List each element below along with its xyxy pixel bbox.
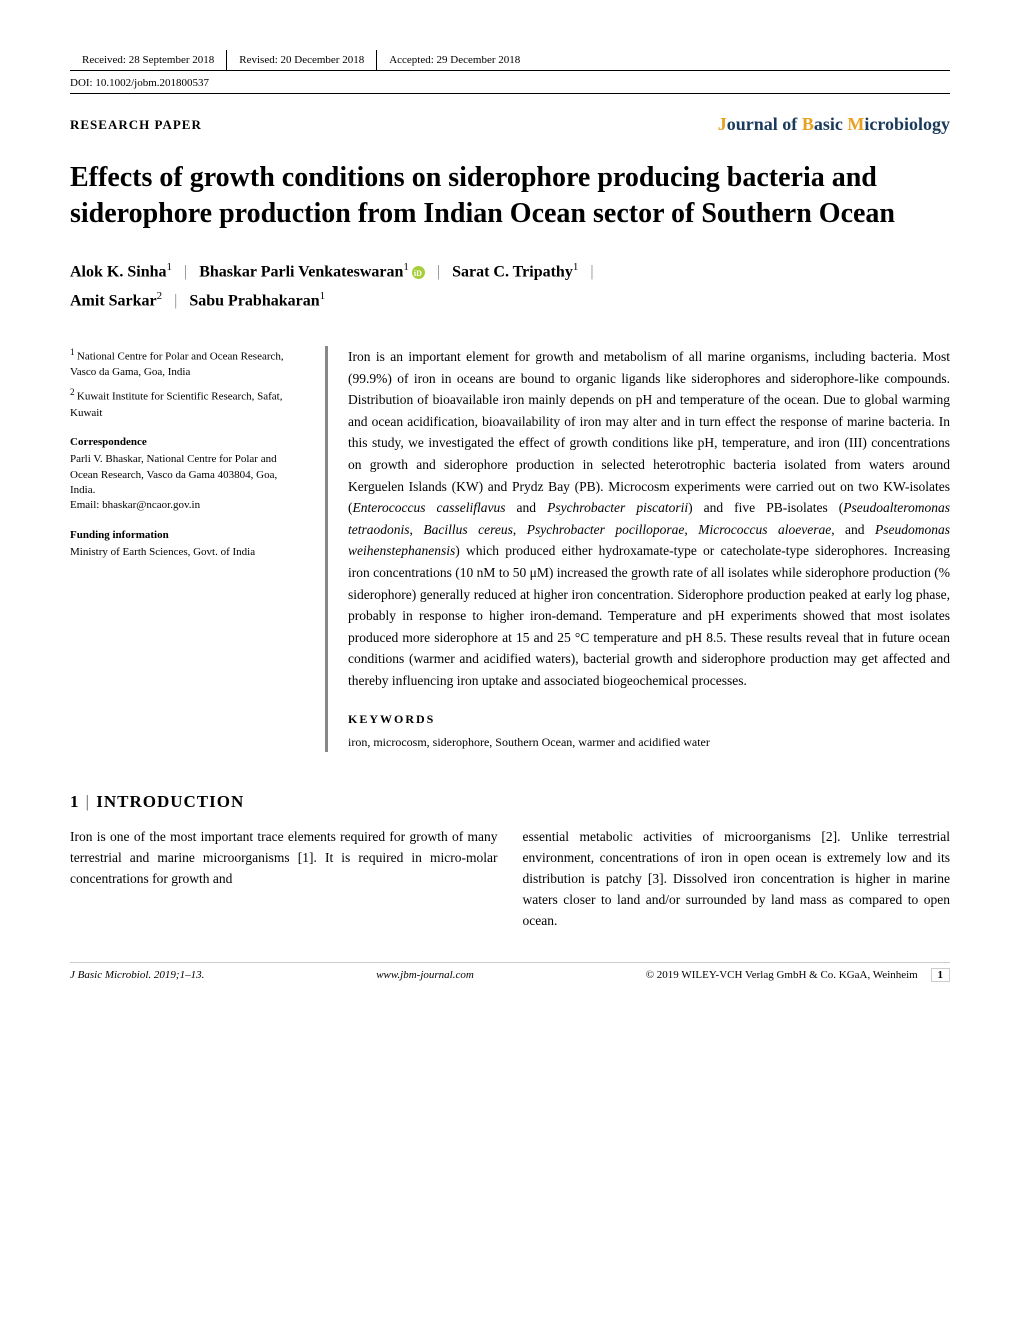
correspondence-email: Email: bhaskar@ncaor.gov.in [70, 498, 300, 513]
journal-logo-text1: ournal of [727, 114, 802, 134]
introduction-columns: Iron is one of the most important trace … [70, 827, 950, 932]
sidebar: 1 National Centre for Polar and Ocean Re… [70, 346, 300, 752]
affiliation-1: 1 National Centre for Polar and Ocean Re… [70, 346, 300, 380]
journal-logo-j: J [718, 114, 727, 134]
author-separator: | [590, 263, 593, 280]
author-3: Sarat C. Tripathy [452, 263, 573, 280]
affil-1-num: 1 [70, 347, 77, 357]
abstract-text: , [513, 522, 527, 537]
funding-heading: Funding information [70, 528, 300, 543]
section-title: INTRODUCTION [96, 792, 244, 811]
keywords-heading: KEYWORDS [348, 710, 950, 729]
author-5-affil: 1 [320, 290, 326, 302]
abstract-text: , [684, 522, 698, 537]
species-5: Psychrobacter pocilloporae [527, 522, 685, 537]
keywords-text: iron, microcosm, siderophore, Southern O… [348, 733, 950, 752]
manuscript-dates-bar: Received: 28 September 2018 Revised: 20 … [70, 50, 950, 71]
abstract: Iron is an important element for growth … [325, 346, 950, 752]
section-number: 1 [70, 792, 80, 811]
doi: DOI: 10.1002/jobm.201800537 [70, 73, 950, 94]
species-1: Enterococcus casseliflavus [353, 500, 506, 515]
abstract-text: ) and five PB-isolates ( [688, 500, 843, 515]
author-3-affil: 1 [573, 261, 579, 273]
species-4: Bacillus cereus [423, 522, 512, 537]
accepted-date: Accepted: 29 December 2018 [377, 50, 532, 70]
journal-logo-text2: asic [814, 114, 848, 134]
footer-citation: J Basic Microbiol. 2019;1–13. [70, 969, 204, 981]
author-1: Alok K. Sinha [70, 263, 166, 280]
received-date: Received: 28 September 2018 [70, 50, 227, 70]
author-4: Amit Sarkar [70, 292, 157, 309]
page-footer: J Basic Microbiol. 2019;1–13. www.jbm-jo… [70, 962, 950, 981]
abstract-text: Iron is an important element for growth … [348, 349, 950, 515]
journal-logo: Journal of Basic Microbiology [718, 114, 950, 135]
species-6: Micrococcus aloeverae [698, 522, 831, 537]
intro-col-2: essential metabolic activities of microo… [523, 827, 951, 932]
section-heading: 1 | INTRODUCTION [70, 792, 950, 812]
section-bar-icon: | [86, 792, 91, 811]
footer-url: www.jbm-journal.com [376, 969, 474, 981]
affil-2-text: Kuwait Institute for Scientific Research… [70, 391, 282, 418]
journal-logo-m: M [847, 114, 864, 134]
paper-type: RESEARCH PAPER [70, 117, 202, 133]
revised-date: Revised: 20 December 2018 [227, 50, 377, 70]
author-4-affil: 2 [157, 290, 163, 302]
header-row: RESEARCH PAPER Journal of Basic Microbio… [70, 114, 950, 135]
intro-col-1: Iron is one of the most important trace … [70, 827, 498, 932]
correspondence-heading: Correspondence [70, 435, 300, 450]
author-2-affil: 1 [403, 261, 409, 273]
author-separator: | [437, 263, 440, 280]
abstract-text: , and [831, 522, 875, 537]
author-separator: | [184, 263, 187, 280]
copyright-text: © 2019 WILEY-VCH Verlag GmbH & Co. KGaA,… [646, 969, 918, 981]
author-separator: | [174, 292, 177, 309]
journal-logo-b: B [802, 114, 814, 134]
main-content: 1 National Centre for Polar and Ocean Re… [70, 346, 950, 752]
author-5: Sabu Prabhakaran [189, 292, 319, 309]
authors-list: Alok K. Sinha1 | Bhaskar Parli Venkatesw… [70, 258, 950, 316]
funding-text: Ministry of Earth Sciences, Govt. of Ind… [70, 545, 300, 560]
orcid-icon[interactable] [412, 266, 425, 279]
abstract-text: and [506, 500, 548, 515]
author-2: Bhaskar Parli Venkateswaran [199, 263, 403, 280]
affil-2-num: 2 [70, 387, 77, 397]
footer-copyright: © 2019 WILEY-VCH Verlag GmbH & Co. KGaA,… [646, 969, 950, 981]
author-1-affil: 1 [166, 261, 172, 273]
affiliation-2: 2 Kuwait Institute for Scientific Resear… [70, 386, 300, 420]
journal-logo-text3: icrobiology [864, 114, 950, 134]
species-2: Psychrobacter piscatorii [547, 500, 688, 515]
paper-title: Effects of growth conditions on sideroph… [70, 160, 950, 233]
abstract-text: , [410, 522, 424, 537]
correspondence-text: Parli V. Bhaskar, National Centre for Po… [70, 452, 300, 498]
introduction-section: 1 | INTRODUCTION Iron is one of the most i… [70, 792, 950, 932]
page-number: 1 [931, 968, 951, 982]
abstract-text: ) which produced either hydroxamate-type… [348, 543, 950, 688]
affil-1-text: National Centre for Polar and Ocean Rese… [70, 351, 284, 378]
